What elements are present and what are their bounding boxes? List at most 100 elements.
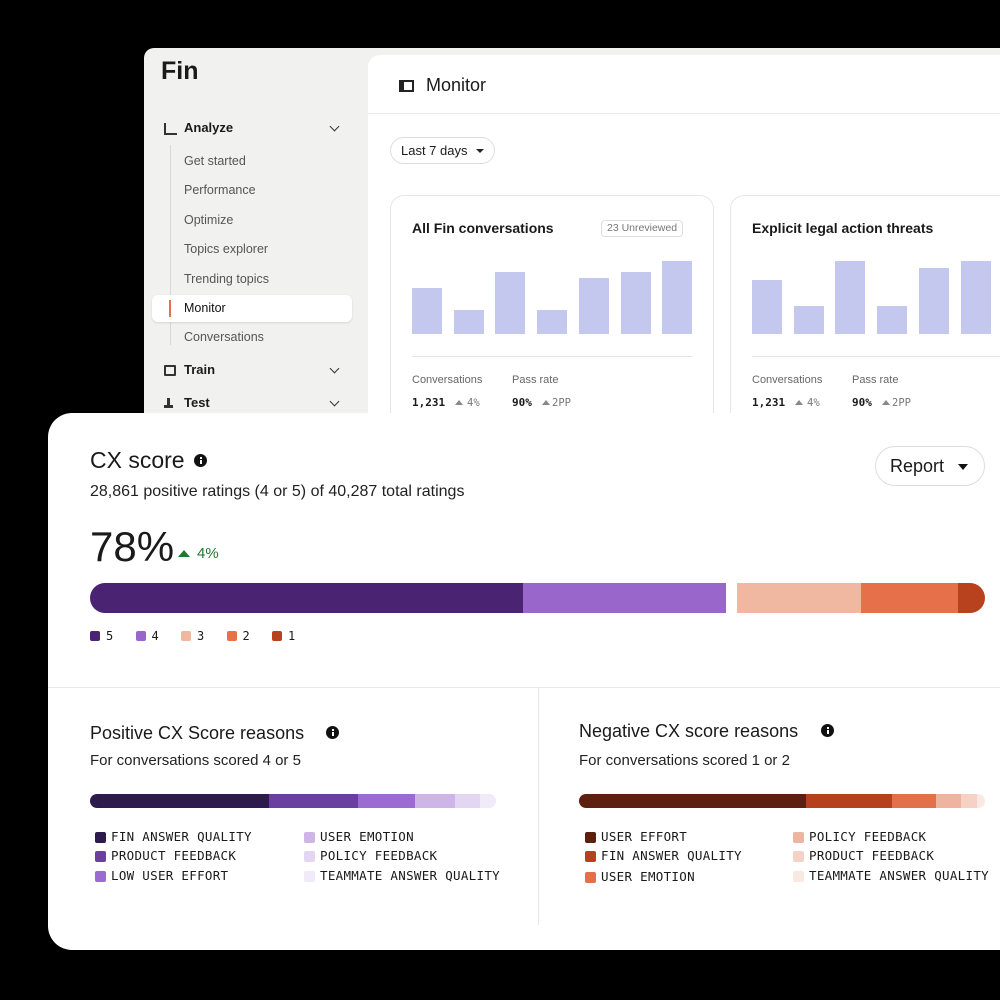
bar <box>752 279 782 334</box>
cx-subtitle: 28,861 positive ratings (4 or 5) of 40,2… <box>90 483 465 500</box>
nav-section[interactable]: Train <box>144 362 368 378</box>
report-button-label: Report <box>890 456 945 476</box>
score-bar <box>90 583 985 613</box>
date-filter-label: Last 7 days <box>401 143 468 158</box>
bar <box>662 261 693 334</box>
nav-item[interactable]: Conversations <box>184 330 264 344</box>
card-badge: 23 Unreviewed <box>601 220 684 237</box>
info-dot <box>331 729 334 731</box>
legend-label: 5 <box>106 629 114 643</box>
nav-item[interactable]: Monitor <box>184 301 226 315</box>
legend-swatch <box>304 832 315 843</box>
reason-segment <box>414 794 456 808</box>
nav-section-label: Train <box>184 362 216 377</box>
legend-swatch <box>793 851 804 862</box>
legend-label: PRODUCT FEEDBACK <box>111 848 237 863</box>
card-title: Explicit legal action threats <box>752 220 934 236</box>
stat-label: Conversations <box>412 374 483 386</box>
date-filter[interactable]: Last 7 days <box>390 137 495 164</box>
reason-segment <box>806 794 892 808</box>
nav-section[interactable]: Test <box>144 395 368 411</box>
reason-segment <box>268 794 358 808</box>
bar <box>620 271 651 334</box>
nav-icon <box>164 365 176 376</box>
bar <box>877 305 908 334</box>
report-button[interactable]: Report <box>875 446 985 486</box>
bar <box>495 271 526 334</box>
stat-value: 90% <box>852 396 872 409</box>
nav-item[interactable]: Get started <box>184 154 246 168</box>
nav-section-label: Analyze <box>184 120 234 135</box>
bar <box>578 277 609 334</box>
reasons-subtitle: For conversations scored 4 or 5 <box>90 752 301 769</box>
nav-section[interactable]: Analyze <box>144 120 368 136</box>
nav-item[interactable]: Performance <box>184 183 256 197</box>
reason-segment <box>976 794 985 808</box>
reason-segment <box>936 794 961 808</box>
triangle-icon <box>795 400 803 405</box>
nav-guide <box>170 145 171 345</box>
reason-segment <box>891 794 937 808</box>
header-divider <box>368 113 1000 114</box>
bar <box>537 309 568 334</box>
score-segment <box>958 583 985 613</box>
info-icon <box>821 724 834 737</box>
triangle-icon <box>882 400 890 405</box>
triangle-icon <box>542 400 550 405</box>
nav-selected-marker <box>169 300 171 317</box>
info-bar <box>331 732 334 736</box>
triangle-icon <box>455 400 463 405</box>
triangle-icon <box>178 550 190 557</box>
card-divider <box>412 356 693 357</box>
caret-icon <box>958 464 968 470</box>
nav-item[interactable]: Trending topics <box>184 272 269 286</box>
reason-segment <box>579 794 807 808</box>
main-panel: Monitor Last 7 days All Fin conversations 2… <box>368 55 1000 468</box>
bar <box>918 267 949 334</box>
page-title: Monitor <box>426 75 487 95</box>
stat-value: 90% <box>512 396 532 409</box>
nav-item[interactable]: Topics explorer <box>184 242 269 256</box>
nav-item[interactable]: Optimize <box>184 213 234 227</box>
reason-segment <box>960 794 977 808</box>
legend-label: FIN ANSWER QUALITY <box>111 829 252 844</box>
legend-swatch <box>135 631 146 641</box>
legend-label: USER EFFORT <box>601 829 688 844</box>
reasons-bar <box>90 794 496 808</box>
score-segment <box>523 583 727 613</box>
chevron-icon <box>329 363 340 374</box>
legend-swatch <box>793 832 804 843</box>
legend-label: 1 <box>288 629 296 643</box>
info-dot <box>826 727 829 729</box>
caret-icon <box>476 149 484 153</box>
legend-label: 4 <box>151 629 159 643</box>
stat-label: Pass rate <box>852 374 899 386</box>
reasons-bar <box>579 794 985 808</box>
legend-swatch <box>304 851 315 862</box>
nav-section-label: Test <box>184 395 210 410</box>
legend-swatch <box>181 631 191 641</box>
section-divider-vertical <box>538 688 539 925</box>
reasons-title: Positive CX Score reasons <box>90 723 305 743</box>
legend-swatch <box>90 631 100 641</box>
reason-segment <box>455 794 480 808</box>
legend-label: 3 <box>197 629 205 643</box>
chevron-icon <box>329 396 340 407</box>
info-icon <box>194 454 207 467</box>
info-dot <box>199 457 202 459</box>
reason-segment <box>357 794 415 808</box>
legend-label: POLICY FEEDBACK <box>320 848 438 863</box>
cx-change: 4% <box>197 545 219 562</box>
bar <box>793 305 824 334</box>
legend-label: TEAMMATE ANSWER QUALITY <box>320 868 500 883</box>
panel-icon <box>399 80 414 92</box>
card-divider <box>752 356 1000 357</box>
legend-label: TEAMMATE ANSWER QUALITY <box>809 868 989 883</box>
reasons-subtitle: For conversations scored 1 or 2 <box>579 752 790 769</box>
stat-change: 4% <box>807 397 820 409</box>
cx-title: CX score <box>90 447 185 473</box>
nav-selected <box>152 295 352 322</box>
legend-swatch <box>585 872 596 883</box>
app-window: Fin Analyze Get started Performance Optimize… <box>144 48 1000 468</box>
